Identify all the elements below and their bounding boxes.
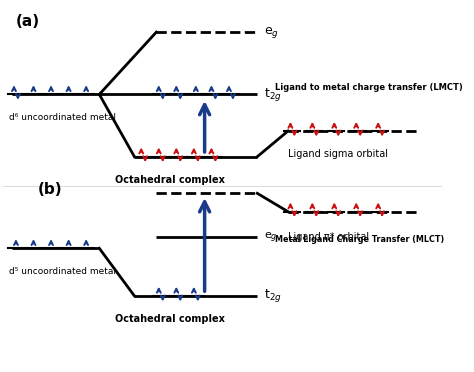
Text: (b): (b): [38, 182, 63, 197]
Text: t$_{2g}$: t$_{2g}$: [264, 288, 282, 304]
Text: e$_g$: e$_g$: [264, 230, 277, 244]
Text: Octahedral complex: Octahedral complex: [115, 175, 225, 185]
Text: d⁶ uncoordinated metal: d⁶ uncoordinated metal: [9, 113, 116, 122]
Text: Ligand sigma orbital: Ligand sigma orbital: [288, 149, 388, 159]
Text: Octahedral complex: Octahedral complex: [115, 314, 225, 324]
Text: t$_{2g}$: t$_{2g}$: [264, 86, 282, 103]
Text: e$_g$: e$_g$: [264, 25, 279, 39]
Text: Ligand to metal charge transfer (LMCT): Ligand to metal charge transfer (LMCT): [275, 83, 463, 92]
Text: Ligand π* orbital: Ligand π* orbital: [288, 232, 369, 242]
Text: d⁵ uncoordinated metal: d⁵ uncoordinated metal: [9, 267, 116, 276]
Text: (a): (a): [16, 14, 40, 29]
Text: Metal Ligand Charge Transfer (MLCT): Metal Ligand Charge Transfer (MLCT): [275, 235, 444, 244]
